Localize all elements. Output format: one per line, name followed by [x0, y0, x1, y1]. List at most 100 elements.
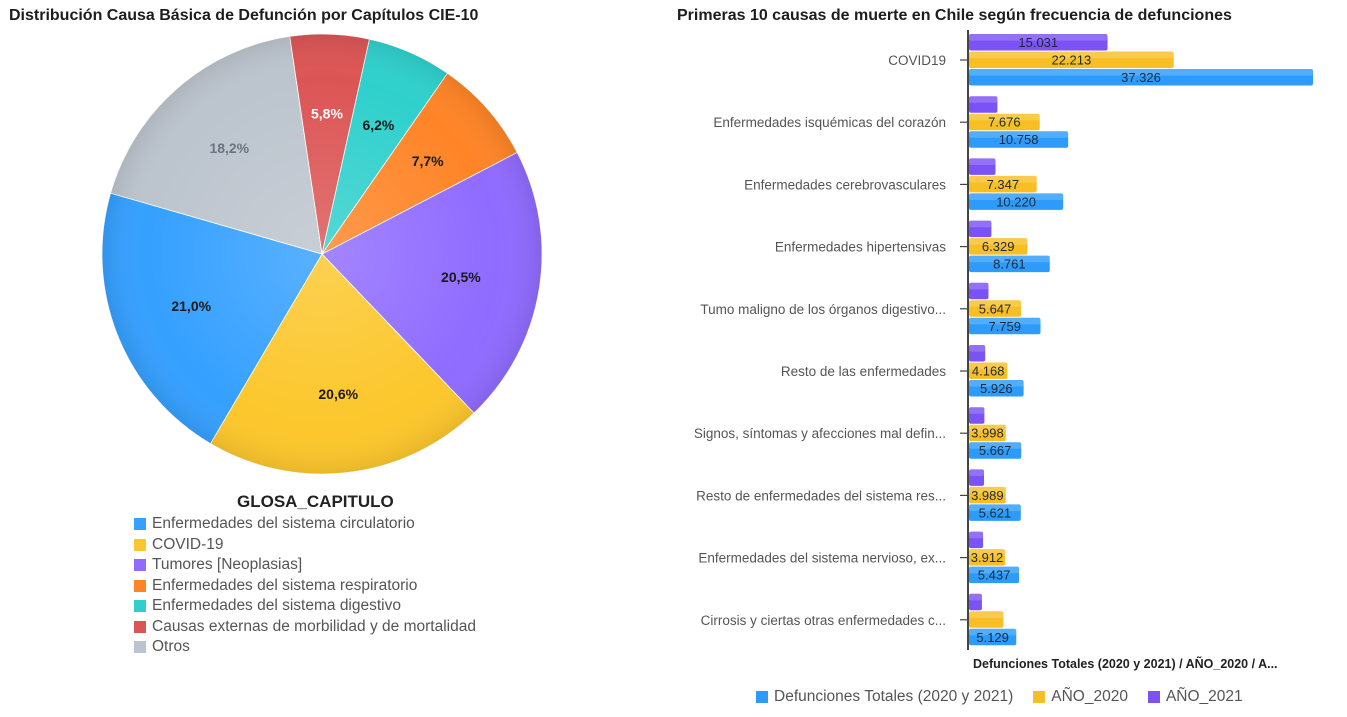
legend-swatch-icon	[134, 620, 146, 633]
bar[interactable]	[969, 611, 1004, 628]
pie-legend-label: Causas externas de morbilidad y de morta…	[152, 617, 476, 635]
bar[interactable]	[969, 34, 1108, 51]
legend-swatch-icon	[1147, 691, 1160, 703]
bar-value-label: 3.989	[971, 488, 1004, 503]
pie-legend-label: Enfermedades del sistema digestivo	[152, 597, 401, 615]
bar[interactable]	[969, 317, 1041, 335]
bar[interactable]	[969, 96, 998, 113]
pie-legend-item[interactable]: Enfermedades del sistema circulatorio	[134, 514, 476, 535]
bar[interactable]	[969, 504, 1021, 521]
bar[interactable]	[969, 362, 1008, 380]
bar-value-label: 5.647	[979, 301, 1012, 316]
bar-value-label: 5.129	[976, 630, 1009, 645]
legend-swatch-icon	[756, 691, 768, 703]
bar[interactable]	[969, 51, 1174, 69]
legend-swatch-icon	[134, 518, 146, 531]
pie-slice-label: 20,5%	[441, 269, 481, 285]
bar[interactable]	[969, 380, 1024, 397]
y-axis-category-label: Resto de las enfermedades	[781, 364, 946, 379]
bar[interactable]	[969, 593, 982, 611]
bar-value-label: 4.168	[972, 364, 1005, 379]
bar[interactable]	[969, 407, 985, 424]
y-axis-category-label: Signos, síntomas y afecciones mal defin.…	[694, 426, 946, 441]
bar-value-label: 8.761	[993, 257, 1026, 272]
y-axis-category-label: Enfermedades del sistema nervioso, ex...	[698, 551, 946, 566]
pie-legend-title: GLOSA_CAPITULO	[237, 492, 394, 511]
y-axis-category-label: COVID19	[888, 53, 946, 68]
bar[interactable]	[969, 69, 1313, 86]
bar[interactable]	[969, 469, 985, 486]
bar[interactable]	[969, 158, 996, 175]
legend-swatch-icon	[134, 600, 146, 613]
bar-chart: COVID19 Enfermedades isquémicas del coraz…	[694, 30, 1313, 650]
pie-legend-label: Tumores [Neoplasias]	[152, 556, 303, 574]
pie-legend-label: Enfermedades del sistema respiratorio	[152, 576, 418, 594]
bar[interactable]	[969, 193, 1064, 210]
bar[interactable]	[969, 486, 1006, 504]
bar-legend-item[interactable]: Defunciones Totales (2020 y 2021)	[756, 688, 1013, 706]
pie-slice-label: 5,8%	[311, 105, 343, 121]
legend-swatch-icon	[134, 538, 146, 551]
pie-legend-label: Enfermedades del sistema circulatorio	[152, 515, 415, 533]
pie-legend-item[interactable]: Enfermedades del sistema respiratorio	[134, 576, 476, 597]
pie-legend-label: Otros	[152, 638, 190, 656]
bar-value-label: 5.926	[980, 381, 1013, 396]
bar-value-label: 10.220	[996, 194, 1036, 209]
bar[interactable]	[969, 220, 992, 238]
bar[interactable]	[969, 566, 1020, 584]
y-axis-category-label: Enfermedades isquémicas del corazón	[713, 115, 946, 130]
pie-slice-label: 7,7%	[412, 153, 444, 169]
bar[interactable]	[969, 175, 1037, 193]
bar[interactable]	[969, 531, 984, 549]
y-axis-category-label: Enfermedades cerebrovasculares	[744, 177, 946, 192]
bar-legend-item[interactable]: AÑO_2021	[1147, 688, 1243, 706]
y-axis-category-label: Resto de enfermedades del sistema res...	[696, 488, 946, 503]
bar-value-label: 6.329	[982, 239, 1015, 254]
pie-chart-title: Distribución Causa Básica de Defunción p…	[9, 7, 479, 24]
pie-legend-item[interactable]: Enfermedades del sistema digestivo	[134, 596, 476, 617]
bar[interactable]	[969, 255, 1050, 273]
y-axis-category-label: Tumo maligno de los órganos digestivo...	[700, 302, 946, 317]
bar-value-label: 3.912	[971, 550, 1004, 565]
bar-value-label: 7.676	[988, 115, 1021, 130]
bar[interactable]	[969, 628, 1017, 646]
bar[interactable]	[969, 238, 1028, 255]
bar[interactable]	[969, 549, 1006, 566]
bar-value-label: 3.998	[971, 426, 1004, 441]
bar-value-label: 5.667	[979, 443, 1012, 458]
bar[interactable]	[969, 345, 986, 362]
bar[interactable]	[969, 282, 989, 300]
bar-value-label: 15.031	[1018, 35, 1058, 50]
legend-swatch-icon	[1033, 691, 1046, 703]
bar-value-label: 5.437	[978, 568, 1011, 583]
bar-legend-label: AÑO_2020	[1051, 688, 1128, 705]
bar[interactable]	[969, 442, 1022, 459]
pie-legend-item[interactable]: Otros	[134, 637, 476, 658]
legend-swatch-icon	[134, 579, 146, 592]
pie-legend-label: COVID-19	[152, 535, 224, 553]
legend-swatch-icon	[134, 641, 146, 654]
bar-legend-label: Defunciones Totales (2020 y 2021)	[774, 688, 1014, 705]
pie-slice-label: 20,6%	[318, 386, 358, 402]
pie-slice-label: 21,0%	[171, 298, 211, 314]
bar-value-label: 5.621	[979, 505, 1012, 520]
bar[interactable]	[969, 131, 1069, 148]
bar-value-label: 37.326	[1121, 70, 1161, 85]
y-axis-category-label: Enfermedades hipertensivas	[775, 240, 946, 255]
bar-legend-label: AÑO_2021	[1165, 688, 1243, 705]
pie-legend-item[interactable]: Causas externas de morbilidad y de morta…	[134, 617, 476, 638]
bar-chart-title: Primeras 10 causas de muerte en Chile se…	[677, 7, 1232, 24]
y-axis-category-label: Cirrosis y ciertas otras enfermedades c.…	[701, 613, 946, 628]
pie-legend-item[interactable]: Tumores [Neoplasias]	[134, 555, 476, 576]
bar-value-label: 7.347	[987, 177, 1020, 192]
bar[interactable]	[969, 113, 1040, 131]
bar-legend-item[interactable]: AÑO_2020	[1033, 688, 1128, 706]
bar-value-label: 10.758	[999, 132, 1039, 147]
bar[interactable]	[969, 300, 1022, 317]
pie-slice-label: 6,2%	[362, 117, 394, 133]
pie-legend-item[interactable]: COVID-19	[134, 535, 476, 556]
x-axis-title: Defunciones Totales (2020 y 2021) / AÑO_…	[973, 657, 1278, 671]
bar[interactable]	[969, 424, 1006, 442]
bar-value-label: 7.759	[988, 319, 1021, 334]
bar-legend: Defunciones Totales (2020 y 2021) AÑO_202…	[756, 688, 1263, 706]
